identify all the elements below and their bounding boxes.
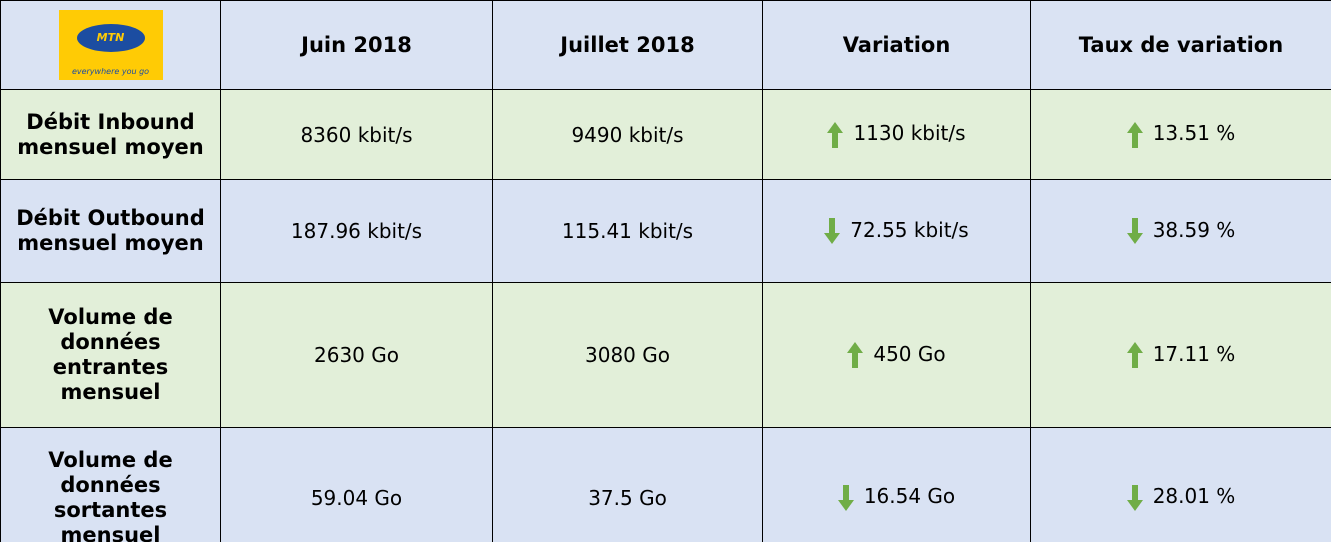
logo-cell: MTN everywhere you go [0,0,221,90]
row-label: Débit Inbound mensuel moyen [0,89,221,180]
data-row: Volume de données sortantes mensuel 59.04… [0,427,1331,542]
value-cell: 9490 kbit/s [492,89,763,180]
variation-cell: 72.55 kbit/s [762,179,1031,283]
variation-value: 38.59 % [1152,217,1236,242]
value-cell: 3080 Go [492,282,763,428]
column-header: Variation [762,0,1031,90]
variation-value: 72.55 kbit/s [850,217,969,242]
arrow-shape [1126,121,1143,148]
column-header: Taux de variation [1030,0,1331,90]
arrow-shape [1126,484,1143,511]
trend-arrow [1126,342,1143,369]
variation-cell: 450 Go [762,282,1031,428]
value-cell: 59.04 Go [220,427,493,542]
variation-value: 13.51 % [1152,121,1236,146]
data-row: Volume de données entrantes mensuel 2630 … [0,282,1331,428]
value-cell: 115.41 kbit/s [492,179,763,283]
value-cell: 2630 Go [220,282,493,428]
arrow-shape [824,218,841,245]
variation-value: 28.01 % [1152,484,1236,509]
variation-cell: 38.59 % [1030,179,1331,283]
trend-arrow [1126,484,1143,511]
arrow-shape [1126,342,1143,369]
variation-cell: 17.11 % [1030,282,1331,428]
header-row: MTN everywhere you go Juin 2018 Juillet 20… [0,0,1331,90]
value-cell: 37.5 Go [492,427,763,542]
trend-arrow [837,484,854,511]
trend-arrow [827,121,844,148]
variation-value: 1130 kbit/s [853,121,966,146]
row-label: Débit Outbound mensuel moyen [0,179,221,283]
arrow-shape [847,342,864,369]
arrow-shape [837,484,854,511]
column-header: Juillet 2018 [492,0,763,90]
column-header: Juin 2018 [220,0,493,90]
logo-brand: MTN [76,24,145,52]
variation-value: 450 Go [873,341,946,366]
variation-cell: 16.54 Go [762,427,1031,542]
data-row: Débit Outbound mensuel moyen 187.96 kbit/… [0,179,1331,283]
variation-cell: 28.01 % [1030,427,1331,542]
variation-cell: 13.51 % [1030,89,1331,180]
data-row: Débit Inbound mensuel moyen 8360 kbit/s 94… [0,89,1331,180]
variation-value: 17.11 % [1152,341,1236,366]
row-label: Volume de données entrantes mensuel [0,282,221,428]
logo: MTN everywhere you go [58,10,163,80]
trend-arrow [1126,218,1143,245]
logo-slogan: everywhere you go [71,67,150,76]
arrow-shape [1126,218,1143,245]
value-cell: 8360 kbit/s [220,89,493,180]
trend-arrow [1126,121,1143,148]
arrow-shape [827,121,844,148]
row-label: Volume de données sortantes mensuel [0,427,221,542]
value-cell: 187.96 kbit/s [220,179,493,283]
variation-value: 16.54 Go [863,484,956,509]
variation-cell: 1130 kbit/s [762,89,1031,180]
trend-arrow [847,342,864,369]
trend-arrow [824,218,841,245]
